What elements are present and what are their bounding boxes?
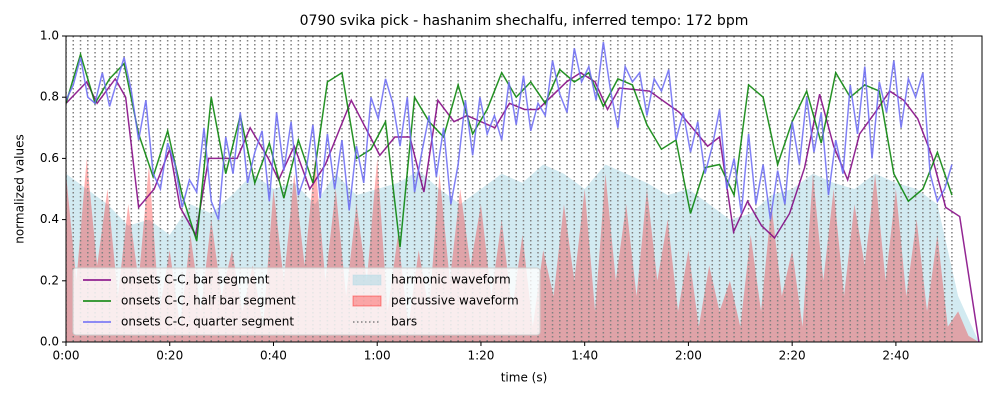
legend-label: harmonic waveform: [391, 273, 511, 287]
y-tick-label: 0.4: [40, 212, 59, 226]
y-tick-label: 0.8: [40, 90, 59, 104]
x-tick-label: 1:20: [467, 349, 494, 363]
x-tick-label: 1:00: [364, 349, 391, 363]
legend-label: onsets C-C, quarter segment: [121, 315, 294, 329]
x-tick-label: 2:00: [675, 349, 702, 363]
x-tick-label: 2:20: [779, 349, 806, 363]
x-tick-label: 0:20: [156, 349, 183, 363]
legend-label: percussive waveform: [391, 294, 519, 308]
chart-title: 0790 svika pick - hashanim shechalfu, in…: [300, 13, 749, 29]
series-line: [66, 42, 953, 220]
y-tick-label: 1.0: [40, 29, 59, 43]
legend-label: onsets C-C, bar segment: [121, 273, 270, 287]
legend-box: [72, 267, 541, 336]
x-tick-label: 2:40: [882, 349, 909, 363]
y-tick-label: 0.2: [40, 273, 59, 287]
x-tick-label: 1:40: [571, 349, 598, 363]
x-tick-label: 0:00: [53, 349, 80, 363]
legend-label: onsets C-C, half bar segment: [121, 294, 296, 308]
legend-swatch: [352, 274, 382, 286]
y-tick-label: 0.6: [40, 151, 59, 165]
x-axis-label: time (s): [501, 371, 548, 385]
y-tick-label: 0.0: [40, 335, 59, 349]
legend-swatch: [352, 295, 382, 307]
plot-frame: [65, 35, 983, 343]
x-tick-label: 0:40: [260, 349, 287, 363]
legend-label: bars: [391, 315, 417, 329]
y-axis-label: normalized values: [13, 134, 27, 244]
